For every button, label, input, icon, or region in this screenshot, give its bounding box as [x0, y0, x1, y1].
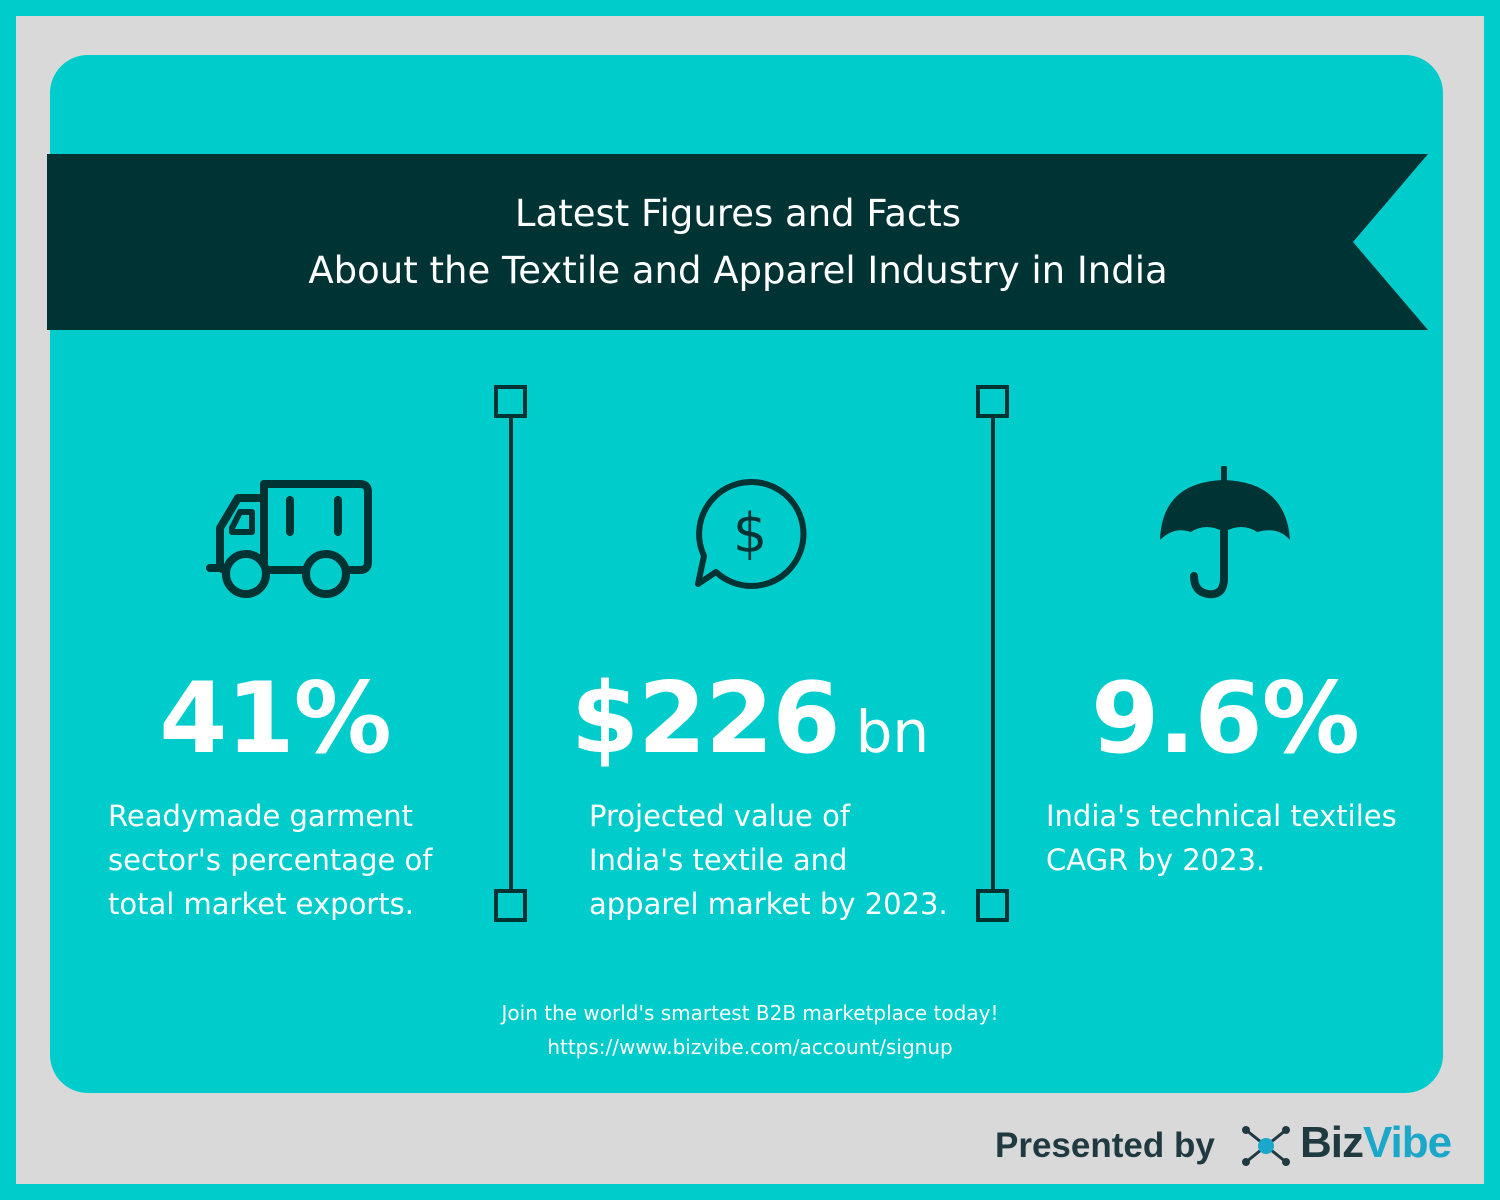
umbrella-icon	[1160, 466, 1290, 599]
bizvibe-logo-icon	[1242, 1126, 1290, 1166]
description-line: Readymade garment	[108, 799, 413, 833]
stat-value-exports: 41%	[159, 662, 392, 776]
signup-tagline: Join the world's smartest B2B marketplac…	[501, 1001, 999, 1025]
description-line: CAGR by 2023.	[1046, 843, 1266, 877]
stat-value-market-number: $226	[570, 662, 841, 776]
stat-value-market: $226 bn	[540, 664, 960, 787]
description-line: India's technical textiles	[1046, 799, 1397, 833]
brand-part-biz: Biz	[1300, 1118, 1364, 1167]
stat-description-market: Projected value of India's textile and a…	[589, 794, 948, 926]
banner-title: Latest Figures and Facts About the Texti…	[47, 154, 1500, 330]
presented-by-label: Presented by	[995, 1126, 1215, 1165]
banner-title-line-2: About the Textile and Apparel Industry i…	[308, 249, 1168, 292]
svg-text:$: $	[733, 502, 767, 565]
column-divider-right	[976, 385, 1009, 922]
stat-value-market-unit: bn	[855, 698, 930, 766]
column-divider-left	[494, 385, 527, 922]
description-line: Projected value of	[589, 799, 851, 833]
description-line: sector's percentage of	[108, 843, 433, 877]
signup-footer: Join the world's smartest B2B marketplac…	[50, 996, 1450, 1064]
dollar-speech-bubble-icon: $	[695, 478, 807, 589]
stat-value-cagr: 9.6%	[1091, 662, 1360, 776]
stat-description-exports: Readymade garment sector's percentage of…	[108, 794, 433, 926]
bizvibe-logo-text: BizVibe	[1300, 1118, 1452, 1168]
description-line: total market exports.	[108, 887, 414, 921]
brand-part-vibe: Vibe	[1363, 1118, 1452, 1167]
description-line: apparel market by 2023.	[589, 887, 948, 921]
description-line: India's textile and	[589, 843, 848, 877]
delivery-truck-icon	[206, 480, 372, 598]
banner-title-line-1: Latest Figures and Facts	[514, 192, 962, 235]
stat-description-cagr: India's technical textiles CAGR by 2023.	[1046, 794, 1397, 882]
signup-link[interactable]: https://www.bizvibe.com/account/signup	[547, 1035, 953, 1059]
title-banner	[47, 154, 1428, 330]
